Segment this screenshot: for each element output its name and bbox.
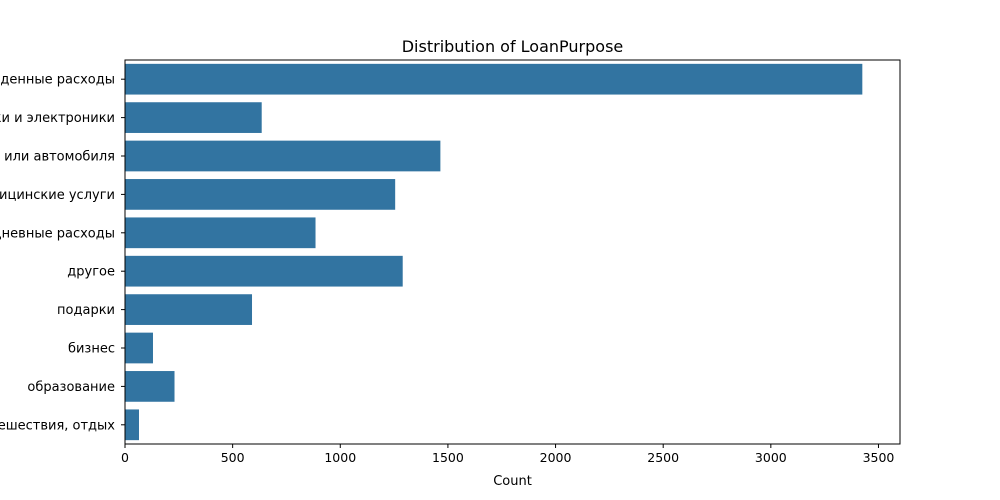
bar [125,217,316,248]
x-tick-label: 500 [221,450,245,465]
bar [125,102,262,133]
category-label: непредвиденные расходы [0,73,115,88]
bar [125,141,440,172]
category-label: бизнес [68,342,115,357]
x-tick-label: 2000 [540,450,572,465]
category-label: ремонт дома или автомобиля [0,150,115,165]
bar [125,294,252,325]
category-label: путешествия, отдых [0,418,115,433]
category-label: повседневные расходы [0,226,115,241]
x-tick-label: 1000 [324,450,356,465]
category-label: подарки [57,303,115,318]
bars-group [125,64,862,440]
bar [125,256,403,287]
category-labels-group: непредвиденные расходы покупка техники и … [0,73,125,434]
x-tick-label: 0 [121,450,129,465]
category-label: образование [27,380,115,395]
x-tick-label: 3000 [755,450,787,465]
bar [125,409,139,440]
x-tick-label: 2500 [647,450,679,465]
x-axis: 0 500 1000 1500 2000 2500 3000 3500 [121,444,894,465]
bar [125,64,862,95]
bar [125,179,395,210]
bar [125,371,175,402]
x-tick-label: 1500 [432,450,464,465]
chart-title: Distribution of LoanPurpose [402,37,624,56]
x-tick-label: 3500 [863,450,895,465]
category-label: другое [67,265,115,280]
category-label: медицинские услуги [0,188,115,203]
bar [125,333,153,364]
x-axis-label: Count [493,474,532,489]
category-label: покупка техники и электроники [0,111,115,126]
